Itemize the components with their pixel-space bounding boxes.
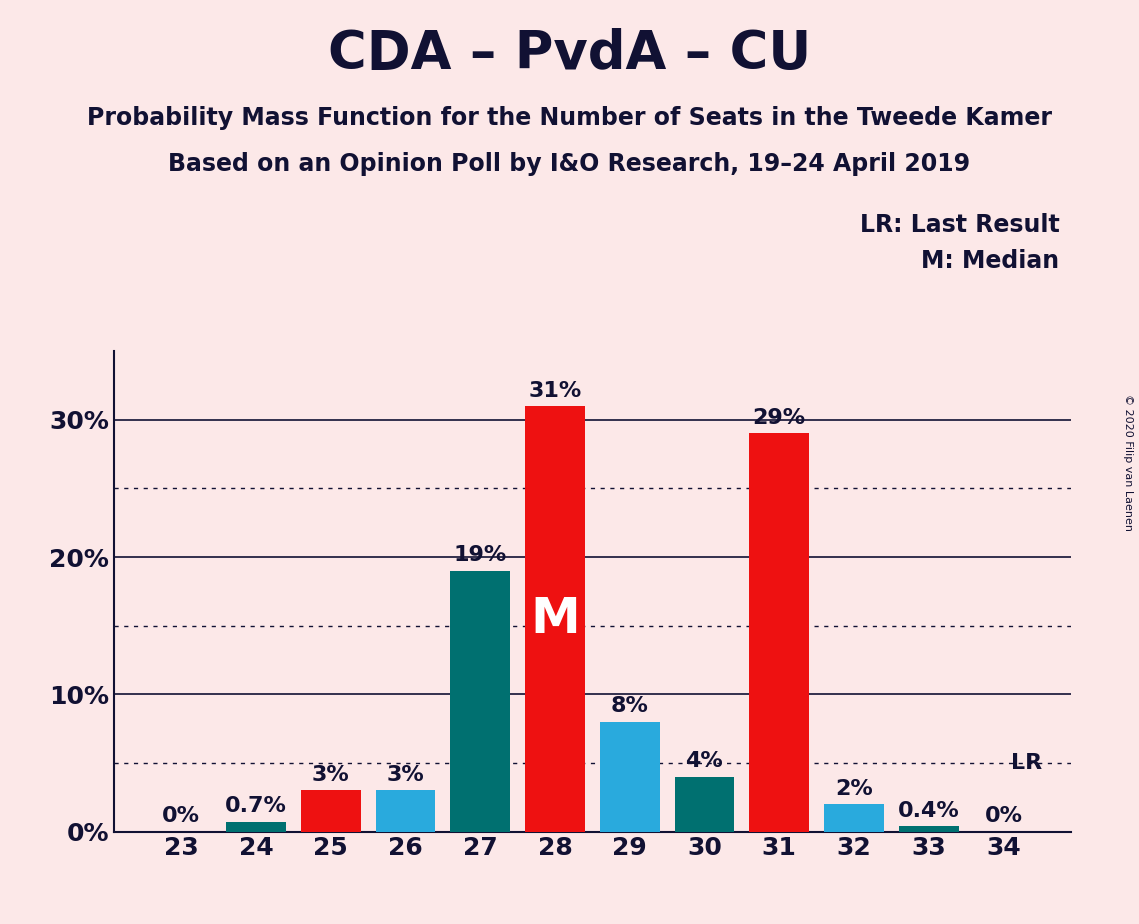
Bar [749,433,809,832]
Text: Probability Mass Function for the Number of Seats in the Tweede Kamer: Probability Mass Function for the Number… [87,106,1052,130]
Text: 3%: 3% [312,765,350,784]
Bar [823,804,884,832]
Text: CDA – PvdA – CU: CDA – PvdA – CU [328,28,811,79]
Text: 31%: 31% [528,381,582,400]
Text: © 2020 Filip van Laenen: © 2020 Filip van Laenen [1123,394,1133,530]
Text: 0%: 0% [984,806,1023,826]
Bar [600,722,659,832]
Text: 0.4%: 0.4% [898,800,959,821]
Text: LR: Last Result: LR: Last Result [860,213,1059,237]
Text: M: M [530,595,580,643]
Text: LR: LR [1011,753,1042,773]
Text: 3%: 3% [386,765,425,784]
Bar [301,790,361,832]
Text: 8%: 8% [611,697,648,716]
Text: 4%: 4% [686,751,723,772]
Text: 2%: 2% [835,779,872,798]
Bar [525,406,584,832]
Bar [899,826,959,832]
Bar [450,571,510,832]
Bar [226,822,286,832]
Text: 0.7%: 0.7% [226,796,287,817]
Bar [376,790,435,832]
Text: M: Median: M: Median [921,249,1059,274]
Text: 0%: 0% [162,806,200,826]
Text: 29%: 29% [753,408,805,428]
Text: Based on an Opinion Poll by I&O Research, 19–24 April 2019: Based on an Opinion Poll by I&O Research… [169,152,970,176]
Text: 19%: 19% [453,545,507,565]
Bar [674,777,735,832]
